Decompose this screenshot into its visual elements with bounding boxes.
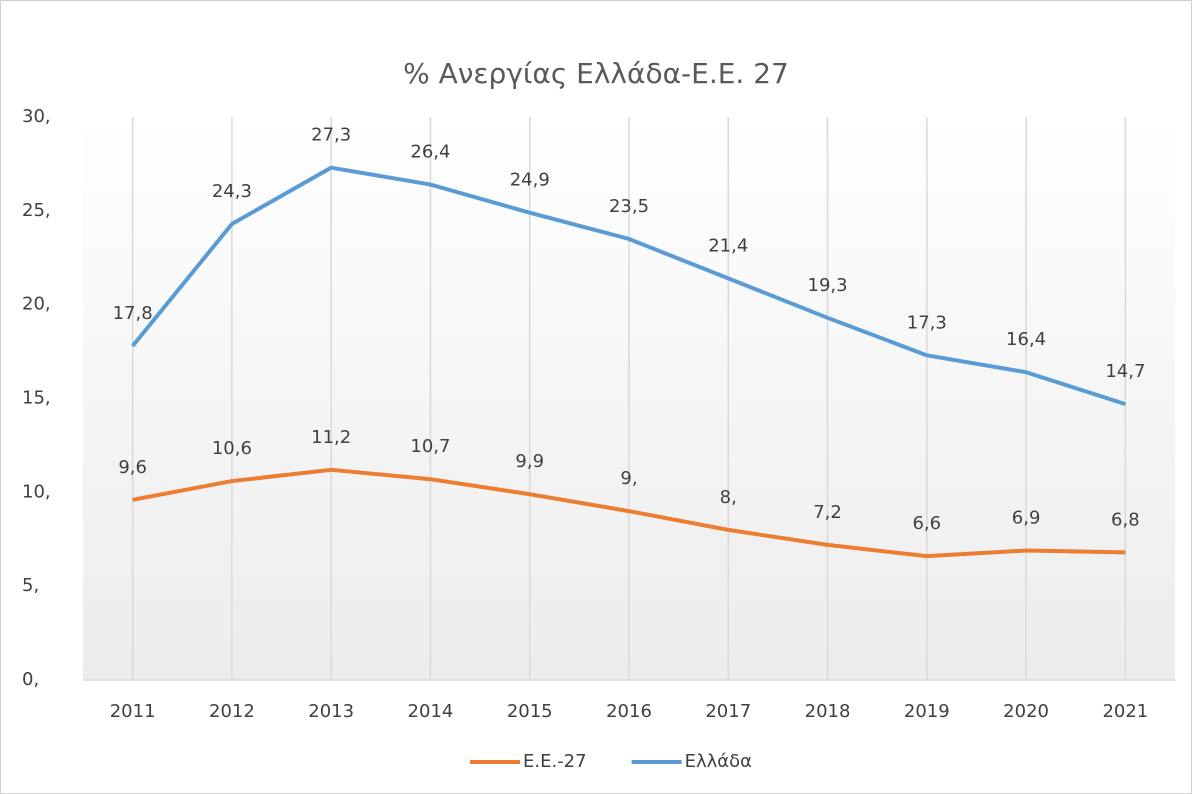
legend-label: Ελλάδα: [685, 751, 752, 772]
data-label: 10,6: [212, 438, 252, 459]
y-tick-label: 15,: [22, 388, 51, 409]
data-label: 23,5: [609, 196, 649, 217]
data-label: 11,2: [311, 427, 351, 448]
x-tick-label: 2012: [209, 701, 255, 722]
data-label: 27,3: [311, 125, 351, 146]
data-label: 9,6: [118, 457, 147, 478]
data-label: 9,9: [515, 451, 544, 472]
data-label: 17,8: [113, 303, 153, 324]
y-tick-label: 5,: [22, 575, 39, 596]
y-tick-label: 20,: [22, 294, 51, 315]
data-label: 16,4: [1006, 329, 1046, 350]
data-label: 7,2: [813, 502, 842, 523]
x-tick-label: 2016: [606, 701, 652, 722]
series-line: [132, 467, 1126, 559]
data-label: 21,4: [708, 235, 748, 256]
series-line: [131, 165, 1126, 407]
data-label: 6,9: [1012, 508, 1041, 529]
y-tick-label: 30,: [22, 106, 51, 127]
data-label: 24,9: [510, 170, 550, 191]
x-tick-label: 2011: [110, 701, 156, 722]
data-label: 19,3: [808, 275, 848, 296]
data-label: 26,4: [410, 142, 450, 163]
x-tick-label: 2017: [705, 701, 751, 722]
data-label: 14,7: [1105, 361, 1145, 382]
data-label: 24,3: [212, 181, 252, 202]
data-label: 6,6: [912, 513, 941, 534]
x-tick-label: 2014: [408, 701, 454, 722]
chart-title: % Ανεργίας Ελλάδα-Ε.Ε. 27: [403, 57, 789, 90]
y-tick-label: 25,: [22, 200, 51, 221]
data-label: 6,8: [1111, 509, 1140, 530]
legend-label: Ε.Ε.-27: [523, 751, 587, 772]
x-tick-label: 2018: [805, 701, 851, 722]
x-tick-label: 2019: [904, 701, 950, 722]
data-label: 10,7: [410, 436, 450, 457]
data-label: 17,3: [907, 312, 947, 333]
data-label: 9,: [620, 468, 637, 489]
x-tick-label: 2020: [1003, 701, 1049, 722]
x-tick-label: 2013: [308, 701, 354, 722]
y-tick-label: 10,: [22, 481, 51, 502]
x-tick-label: 2015: [507, 701, 553, 722]
data-label: 8,: [720, 487, 737, 508]
y-tick-label: 0,: [22, 669, 39, 690]
x-tick-label: 2021: [1102, 701, 1148, 722]
